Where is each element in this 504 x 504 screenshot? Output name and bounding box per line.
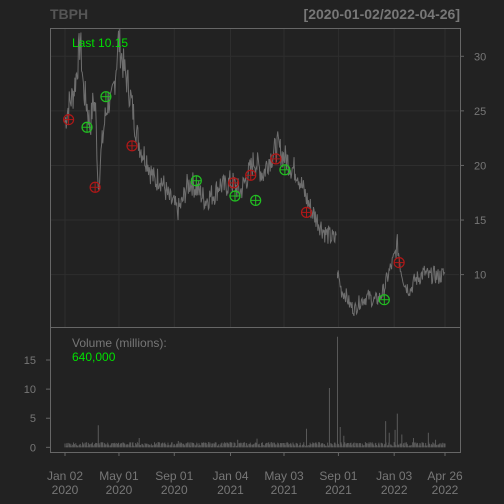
x-tick-year: 2020 [52,483,79,497]
x-tick-label: Sep 01 [155,469,193,483]
buy-marker [279,164,291,176]
price-y-tick-label: 20 [474,160,486,172]
sell-marker [245,169,257,181]
x-tick-year: 2021 [271,483,298,497]
volume-label: Volume (millions): [72,336,167,350]
sell-marker [228,177,240,189]
volume-y-axis: 0 5 10 15 [24,355,50,454]
price-line [64,29,446,317]
sell-marker [62,114,75,126]
volume-panel [50,327,461,453]
x-tick-label: Apr 26 [427,469,463,483]
price-y-tick-label: 25 [474,106,486,118]
price-y-tick-label: 15 [474,215,486,227]
sell-marker [126,140,138,152]
x-tick-label: May 03 [264,469,304,483]
x-tick-label: Sep 01 [319,469,357,483]
x-tick-label: May 01 [99,469,139,483]
x-tick-year: 2020 [106,483,133,497]
volume-series [64,336,446,448]
price-y-tick-label: 10 [474,270,486,282]
buy-marker [250,194,262,206]
x-tick-year: 2021 [325,483,352,497]
sell-marker [393,256,405,269]
trade-markers [62,91,405,306]
x-tick-label: Jan 02 [47,469,83,483]
volume-y-tick-label: 5 [30,413,36,425]
last-price-label: Last 10.15 [72,36,128,50]
x-tick-year: 2021 [217,483,244,497]
volume-bars [64,336,446,448]
x-tick-year: 2020 [161,483,188,497]
volume-y-tick-label: 0 [30,442,36,454]
sell-marker [300,206,313,218]
volume-y-tick-label: 15 [24,355,36,367]
buy-marker [378,294,390,306]
chart-title: TBPH [50,6,88,22]
sell-marker [89,181,101,193]
date-range: [2020-01-02/2022-04-26] [304,6,460,22]
price-series [64,29,446,317]
x-tick-label: Jan 03 [376,469,412,483]
sell-marker [270,153,282,165]
buy-marker [100,91,112,103]
buy-marker [229,190,241,202]
buy-marker [190,175,202,187]
price-y-axis: 10 15 20 25 30 [460,51,486,282]
buy-marker [81,121,93,133]
x-tick-year: 2022 [381,483,408,497]
x-tick-year: 2022 [432,483,459,497]
volume-last-value: 640,000 [72,350,116,364]
volume-y-tick-label: 10 [24,384,36,396]
price-y-tick-label: 30 [474,51,486,63]
x-tick-label: Jan 04 [212,469,248,483]
